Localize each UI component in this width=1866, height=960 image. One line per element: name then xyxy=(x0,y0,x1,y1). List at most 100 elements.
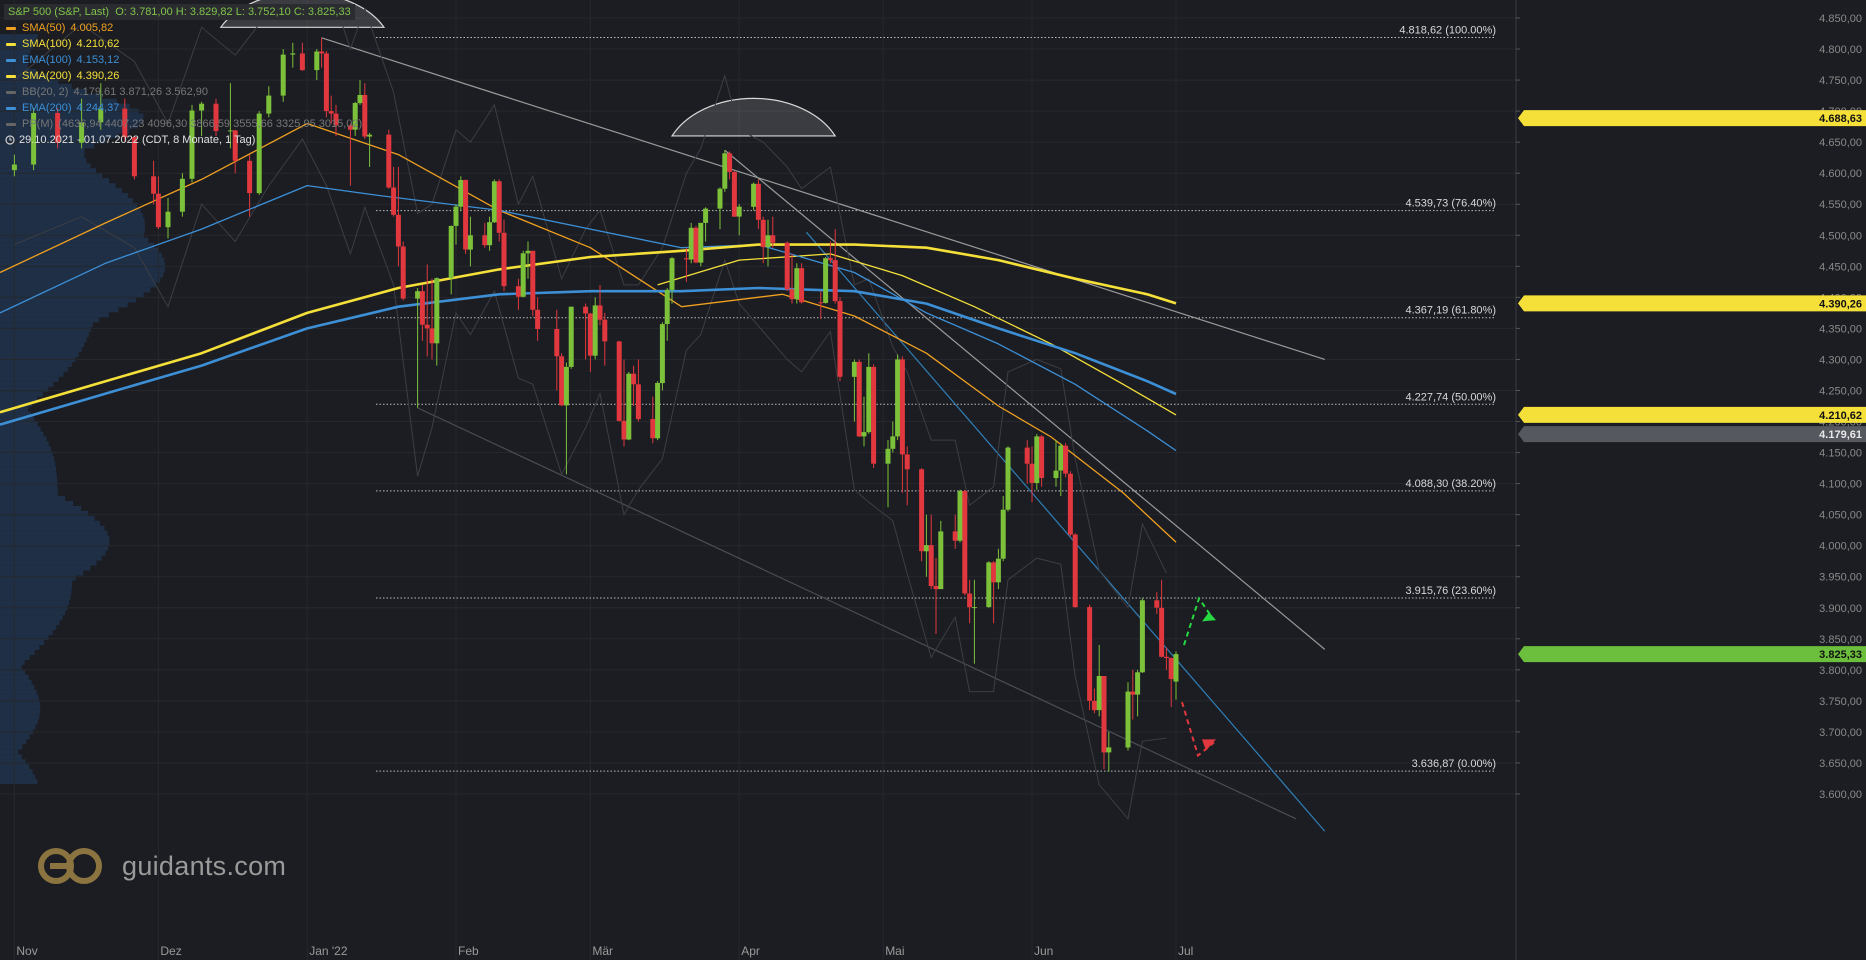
price-tag xyxy=(1518,426,1866,443)
profile-bar xyxy=(0,491,58,497)
candle-body xyxy=(319,51,325,54)
legend-swatch xyxy=(6,42,16,46)
price-tags: 4.688,63 4.390,26 4.210,62 4.179,61 3.825,33 xyxy=(1518,110,1866,663)
candle-body xyxy=(592,305,598,356)
legend-indicator[interactable]: SMA(200) 4.390,26 xyxy=(4,68,362,84)
candle-body xyxy=(583,306,589,314)
profile-bar xyxy=(0,525,105,531)
candle-body xyxy=(463,180,469,250)
profile-bar xyxy=(0,694,39,700)
price-tag-label: 4.210,62 xyxy=(1819,410,1862,422)
candle-body xyxy=(1039,436,1045,478)
candle-body xyxy=(923,545,929,552)
y-tick-label: 3.650,00 xyxy=(1819,758,1862,770)
candle-body xyxy=(784,242,790,290)
candle-body xyxy=(861,432,867,437)
candle-body xyxy=(314,51,320,71)
candle-body xyxy=(1139,600,1145,673)
profile-bar xyxy=(0,625,57,631)
candle-body xyxy=(491,181,497,223)
candle-body xyxy=(688,227,694,260)
profile-bar xyxy=(0,386,49,392)
ohlc-values: O: 3.781,00 H: 3.829,82 L: 3.752,10 C: 3… xyxy=(115,6,351,18)
profile-bar xyxy=(0,719,38,725)
candle-body xyxy=(458,180,464,207)
candle-body xyxy=(957,491,963,541)
profile-bar xyxy=(0,774,36,780)
candle-body xyxy=(501,232,507,287)
price-tag xyxy=(1518,406,1866,423)
profile-bar xyxy=(0,714,40,720)
candle-body xyxy=(919,469,925,552)
profile-bar xyxy=(0,88,87,94)
profile-bar xyxy=(0,724,36,730)
y-tick-label: 3.850,00 xyxy=(1819,634,1862,646)
clock-icon xyxy=(5,135,15,145)
profile-bar xyxy=(0,570,84,576)
legend-indicator-label: EMA(100) xyxy=(22,54,72,66)
trendline xyxy=(724,149,1326,650)
candle-body xyxy=(626,373,632,440)
profile-bar xyxy=(0,347,82,353)
candle-body xyxy=(256,113,262,194)
profile-bar xyxy=(0,550,106,556)
candle-body xyxy=(487,222,493,246)
bollinger-upper xyxy=(14,0,1167,610)
candle-body xyxy=(664,289,670,324)
y-tick-label: 4.000,00 xyxy=(1819,541,1862,553)
profile-bar xyxy=(0,118,144,124)
legend-indicator[interactable]: SMA(100) 4.210,62 xyxy=(4,36,362,52)
profile-bar xyxy=(0,645,40,651)
candle-body xyxy=(247,160,253,194)
candle-body xyxy=(429,328,435,344)
candle-body xyxy=(1163,656,1169,658)
candle-body xyxy=(453,206,459,226)
profile-bar xyxy=(0,565,91,571)
candle-body xyxy=(693,227,699,263)
profile-bar xyxy=(0,34,38,40)
candle-body xyxy=(597,305,603,320)
grid xyxy=(0,0,1517,960)
profile-bar xyxy=(0,664,22,670)
candle-body xyxy=(794,268,800,300)
profile-bar xyxy=(0,411,31,417)
y-tick-label: 4.250,00 xyxy=(1819,385,1862,397)
fib-label: 3.636,87 (0.00%) xyxy=(1412,758,1496,770)
candle-body xyxy=(525,250,531,254)
candle-body xyxy=(760,219,766,248)
candle-body xyxy=(635,384,641,420)
candle-body xyxy=(827,258,833,261)
candle-body xyxy=(122,108,128,138)
candle-body xyxy=(333,113,339,126)
candle-body xyxy=(832,260,838,302)
candle-body xyxy=(1091,700,1097,711)
legend-indicator[interactable]: EMA(100) 4.153,12 xyxy=(4,52,362,68)
candle-body xyxy=(885,448,891,464)
candles xyxy=(11,37,1179,772)
y-tick-label: 3.800,00 xyxy=(1819,665,1862,677)
legend-indicator[interactable]: PP(M) (4636,94 4407,23 4096,30 3866,59 35… xyxy=(4,116,362,132)
candle-body xyxy=(554,329,560,357)
candle-body xyxy=(938,531,944,590)
profile-bar xyxy=(0,44,33,50)
candle-body xyxy=(770,235,776,243)
candle-body xyxy=(151,176,157,194)
profile-bar xyxy=(0,749,19,755)
candle-body xyxy=(736,206,742,217)
profile-bar xyxy=(0,476,57,482)
candle-body xyxy=(995,558,1001,583)
profile-bar xyxy=(0,198,133,204)
profile-bar xyxy=(0,376,59,382)
candle-body xyxy=(1000,509,1006,559)
profile-bar xyxy=(0,371,64,377)
candle-body xyxy=(789,289,795,300)
y-tick-label: 3.600,00 xyxy=(1819,789,1862,801)
legend-indicator[interactable]: EMA(200) 4.244,37 xyxy=(4,100,362,116)
profile-bar xyxy=(0,595,71,601)
price-tag xyxy=(1518,646,1866,663)
profile-bar xyxy=(0,421,38,427)
profile-bar xyxy=(0,659,25,665)
legend-indicator[interactable]: SMA(50) 4.005,82 xyxy=(4,20,362,36)
legend-indicator[interactable]: BB(20, 2) 4.179,61 3.871,26 3.562,90 xyxy=(4,84,362,100)
